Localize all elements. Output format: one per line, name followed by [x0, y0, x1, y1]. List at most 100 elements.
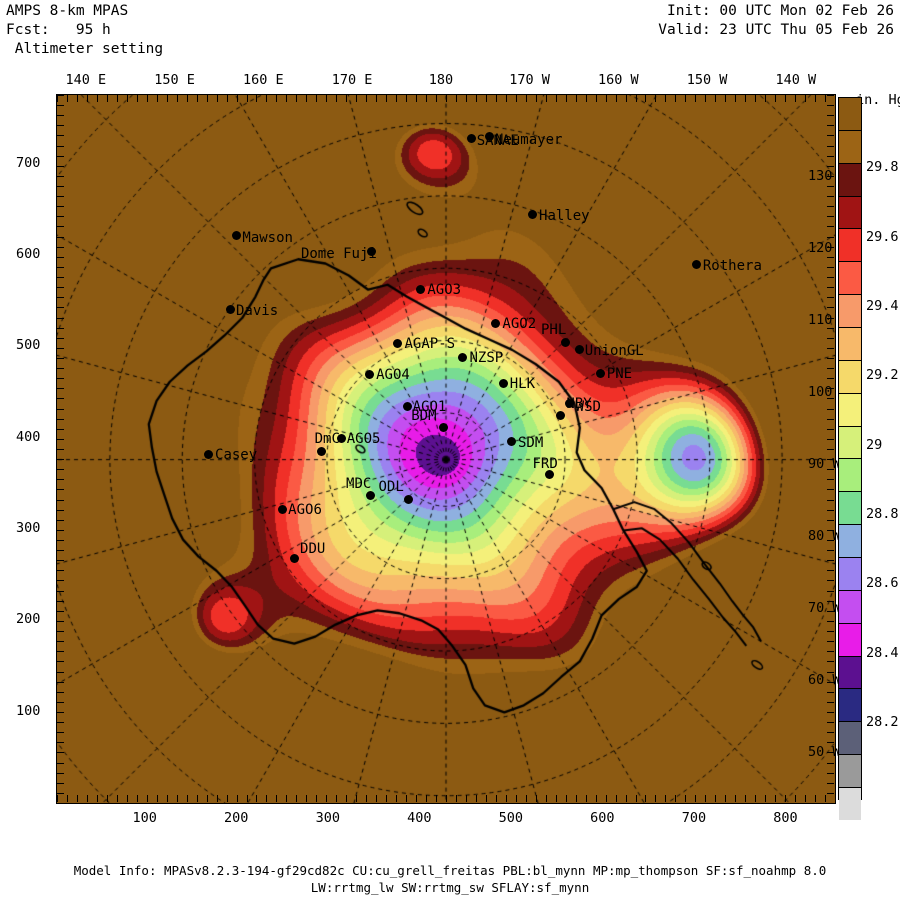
colorbar-segment — [839, 162, 861, 196]
colorbar-tick-label: 29.2 — [866, 367, 899, 384]
right-longitude-label: 60 W — [808, 672, 841, 688]
top-longitude-label: 150 W — [686, 72, 728, 88]
colorbar-segment — [839, 129, 861, 163]
station-label: FRD — [532, 456, 558, 473]
station-label: Dome Fuji — [300, 246, 377, 263]
pressure-field-canvas — [57, 95, 835, 803]
colorbar-segment — [839, 458, 861, 492]
station-dot-icon — [574, 344, 584, 354]
station-dot-icon — [232, 230, 242, 240]
station-dot-icon — [404, 494, 414, 504]
station-label: SDM — [517, 435, 544, 452]
station-dot-icon — [402, 401, 412, 411]
top-longitude-label: 160 W — [598, 72, 639, 88]
colorbar-title: in. Hg — [856, 92, 900, 108]
right-longitude-label: 70 W — [808, 600, 841, 616]
header-right-info: Init: 00 UTC Mon 02 Feb 26 Valid: 23 UTC… — [658, 3, 894, 38]
station-dot-icon — [204, 450, 214, 460]
model-info-footer: Model Info: MPASv8.2.3-194-gf29cd82c CU:… — [73, 863, 827, 895]
right-longitude-label: 90 W — [808, 456, 841, 472]
station-dot-icon — [458, 353, 468, 363]
station-label: NZSP — [469, 350, 504, 367]
station-dot-icon — [225, 304, 235, 314]
station-label: WSD — [575, 398, 601, 415]
station-label: BDM — [411, 407, 437, 424]
colorbar-tick-label: 28.6 — [866, 575, 899, 592]
station-label: Halley — [539, 207, 590, 224]
bottom-tick-marks — [57, 795, 835, 803]
colorbar-segment — [839, 195, 861, 229]
top-tick-marks — [57, 95, 835, 103]
station-label: HLK — [509, 375, 536, 392]
colorbar[interactable] — [838, 97, 862, 820]
top-longitude-label: 150 E — [154, 72, 195, 88]
station-label: AGO4 — [376, 366, 410, 383]
colorbar-segment — [839, 359, 861, 393]
x-axis-tick-label: 600 — [590, 810, 615, 826]
station-label: AGO6 — [288, 501, 322, 518]
colorbar-tick-label: 29 — [866, 436, 883, 453]
y-axis-tick-label: 100 — [16, 702, 41, 719]
station-label: PHL — [540, 321, 567, 338]
station-label: UnionGL — [584, 342, 644, 359]
station-dot-icon — [439, 422, 449, 432]
station-dot-icon — [365, 369, 375, 379]
x-axis-tick-label: 700 — [681, 810, 707, 826]
top-longitude-label: 140 W — [775, 72, 817, 88]
colorbar-segment — [839, 425, 861, 459]
y-axis-tick-label: 200 — [16, 611, 41, 628]
x-axis-tick-label: 200 — [224, 810, 249, 826]
station-label: ODL — [378, 478, 404, 495]
colorbar-segment — [839, 491, 861, 525]
station-dot-icon — [544, 470, 554, 480]
station-dot-icon — [485, 132, 495, 142]
station-label: Davis — [235, 302, 279, 319]
station-label: DmC — [314, 431, 340, 448]
colorbar-segment — [839, 228, 861, 262]
colorbar-segment — [839, 589, 861, 623]
colorbar-tick-label: 28.8 — [866, 506, 899, 522]
colorbar-segment — [839, 655, 861, 689]
colorbar-segment — [839, 622, 861, 656]
x-axis-tick-label: 300 — [315, 810, 340, 826]
y-axis-tick-label: 600 — [16, 245, 41, 262]
station-label: AGO5 — [346, 430, 381, 447]
station-label: PNE — [606, 365, 633, 382]
station-label: DDU — [300, 541, 326, 558]
right-longitude-label: 80 W — [808, 528, 841, 544]
left-tick-marks — [57, 95, 65, 803]
station-dot-icon — [595, 368, 605, 378]
station-dot-icon — [366, 491, 376, 501]
colorbar-segment — [839, 787, 861, 820]
station-label: AGO1 — [412, 398, 447, 415]
top-longitude-label: 170 E — [331, 72, 373, 88]
x-axis-tick-label: 800 — [773, 810, 798, 826]
map-plot-area[interactable]: DDU AGO6 MDC ODL Casey DmC AGO5 FRD SDM BDM NBY WSD… — [56, 94, 836, 804]
colorbar-segment — [839, 688, 861, 722]
colorbar-tick-label: 29.4 — [866, 297, 899, 314]
x-axis-tick-label: 400 — [407, 810, 432, 826]
station-dot-icon — [393, 339, 403, 349]
colorbar-segment — [839, 294, 861, 328]
station-dot-icon — [278, 504, 288, 514]
station-label: Rothera — [702, 258, 762, 274]
colorbar-segment — [839, 557, 861, 590]
station-dot-icon — [498, 378, 508, 388]
colorbar-segment — [839, 754, 861, 788]
station-dot-icon — [366, 247, 376, 257]
y-axis-tick-label: 300 — [16, 519, 41, 536]
colorbar-tick-label: 28.2 — [866, 714, 899, 731]
x-axis-tick-label: 500 — [498, 810, 524, 826]
station-label: AGAP-S — [404, 336, 456, 353]
colorbar-segment — [839, 524, 861, 558]
station-dot-icon — [506, 437, 516, 447]
colorbar-segment — [839, 327, 861, 360]
y-axis-tick-label: 500 — [16, 337, 41, 354]
station-label: Casey — [215, 447, 258, 464]
station-dot-icon — [556, 410, 566, 420]
station-dot-icon — [491, 319, 501, 329]
colorbar-segment — [839, 392, 861, 426]
colorbar-segment — [839, 261, 861, 295]
top-longitude-label: 160 E — [243, 72, 284, 88]
y-axis-tick-label: 700 — [16, 154, 41, 171]
